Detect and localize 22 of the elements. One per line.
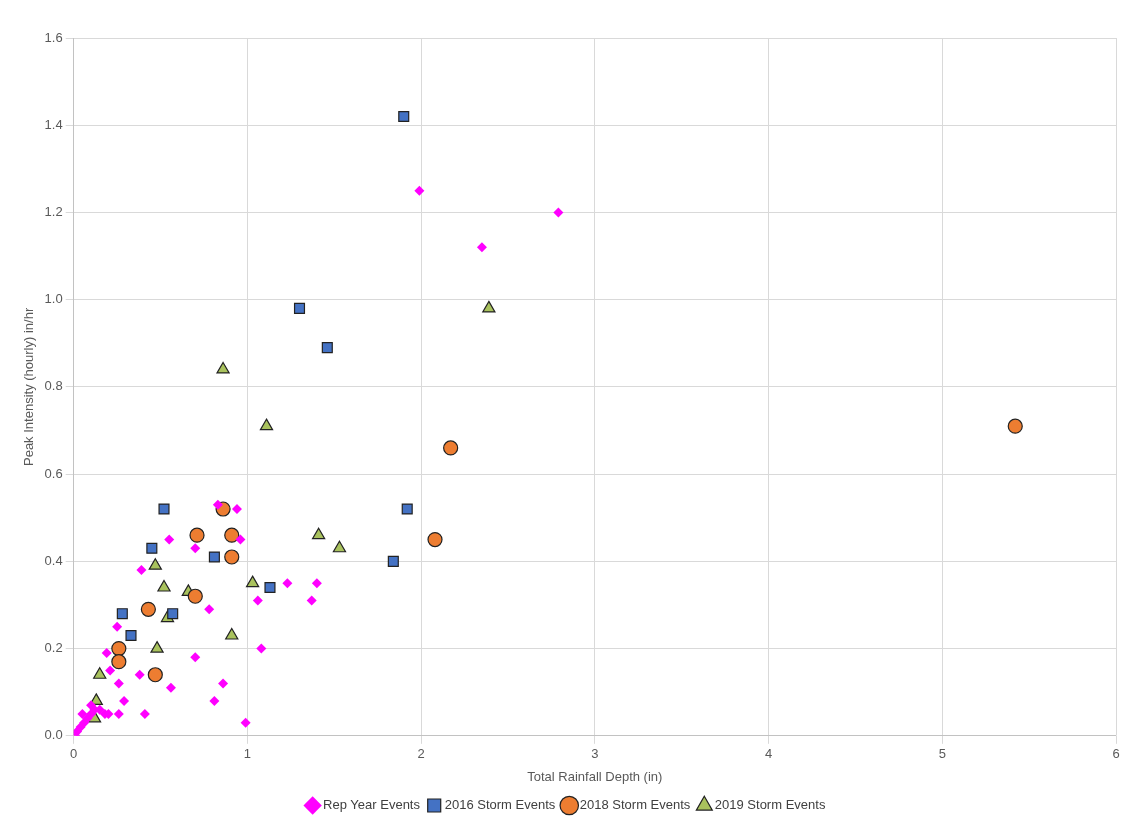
x-tick-label: 3 — [591, 746, 599, 762]
y-axis-title: Peak Intensity (hourly) in/hr — [21, 307, 37, 467]
y-tick-label: 0.4 — [44, 552, 63, 568]
x-tick-label: 1 — [243, 746, 252, 762]
y-tick-label: 1.4 — [44, 116, 63, 132]
y-tick-label: 1.0 — [44, 291, 63, 307]
legend-label: Rep Year Events — [323, 797, 421, 813]
y-tick-label: 1.2 — [44, 204, 63, 220]
x-tick-label: 6 — [1112, 746, 1120, 762]
x-axis-title: Total Rainfall Depth (in) — [527, 768, 663, 784]
y-tick-label: 0.6 — [44, 465, 63, 481]
legend-label: 2019 Storm Events — [714, 797, 826, 813]
y-tick-label: 0.2 — [44, 640, 63, 656]
legend-label: 2016 Storm Events — [444, 797, 556, 813]
x-tick-label: 4 — [764, 746, 773, 762]
legend-label: 2018 Storm Events — [579, 797, 691, 813]
y-tick-label: 0.0 — [44, 727, 63, 743]
y-tick-label: 0.8 — [44, 378, 63, 394]
x-tick-label: 5 — [938, 746, 946, 762]
x-tick-label: 2 — [417, 746, 425, 762]
y-tick-label: 1.6 — [44, 29, 63, 45]
x-tick-label: 0 — [70, 746, 78, 762]
